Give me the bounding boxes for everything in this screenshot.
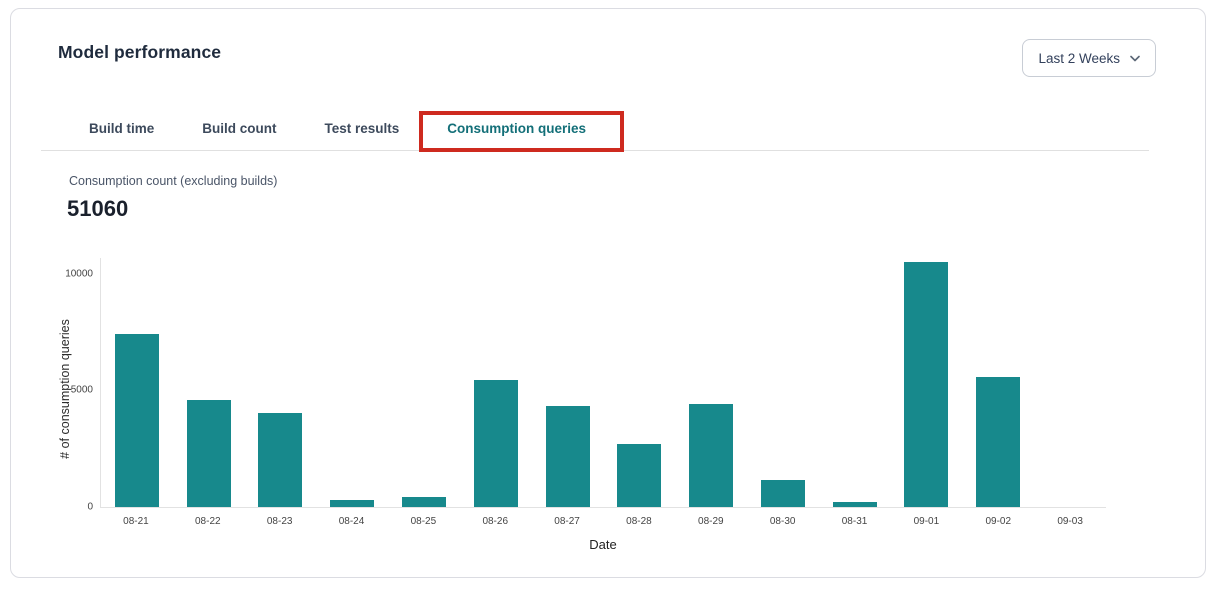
- metric-label: Consumption count (excluding builds): [69, 174, 278, 188]
- tab-build-time[interactable]: Build time: [89, 119, 154, 138]
- bar-slot-09-03: [1034, 258, 1106, 507]
- bar-slot-09-01: [891, 258, 963, 507]
- x-tick-08-30: 08-30: [769, 516, 796, 527]
- y-tick-10000: 10000: [65, 268, 93, 280]
- bar-slot-08-30: [747, 258, 819, 507]
- page-title: Model performance: [58, 42, 222, 62]
- bar-09-01[interactable]: [904, 262, 949, 507]
- bar-slot-08-31: [819, 258, 891, 507]
- x-tick-08-24: 08-24: [338, 516, 365, 527]
- bar-08-22[interactable]: [186, 399, 231, 507]
- bar-slot-08-27: [532, 258, 604, 507]
- bar-08-25[interactable]: [402, 497, 447, 507]
- bar-slot-08-29: [675, 258, 747, 507]
- tab-label: Test results: [324, 121, 400, 136]
- x-tick-08-22: 08-22: [195, 516, 221, 527]
- tab-bar: Build time Build count Test results Consump…: [89, 111, 625, 152]
- bar-slot-08-21: [101, 258, 173, 507]
- time-range-dropdown[interactable]: Last 2 Weeks: [1022, 39, 1156, 77]
- y-tick-5000: 5000: [70, 384, 93, 396]
- bar-slot-08-23: [245, 258, 317, 507]
- x-tick-08-29: 08-29: [698, 516, 724, 527]
- x-tick-08-21: 08-21: [123, 516, 149, 527]
- time-range-value: Last 2 Weeks: [1038, 50, 1120, 66]
- tab-underline: [41, 150, 1149, 151]
- bar-slot-08-22: [173, 258, 245, 507]
- x-tick-09-02: 09-02: [985, 516, 1012, 527]
- tab-label: Build time: [89, 121, 155, 136]
- x-tick-08-26: 08-26: [482, 516, 509, 527]
- bar-08-29[interactable]: [689, 403, 734, 507]
- x-tick-09-03: 09-03: [1057, 516, 1083, 527]
- bar-slot-08-25: [388, 258, 460, 507]
- metric-value: 51060: [67, 196, 129, 221]
- bar-08-23[interactable]: [258, 412, 303, 507]
- bar-08-21[interactable]: [114, 334, 159, 507]
- x-tick-09-01: 09-01: [913, 516, 940, 527]
- y-tick-0: 0: [87, 501, 93, 513]
- x-tick-08-28: 08-28: [626, 516, 652, 527]
- model-performance-card: Model performance Last 2 Weeks Build tim…: [10, 8, 1206, 578]
- bar-08-31[interactable]: [832, 502, 877, 507]
- chevron-down-icon: [1130, 55, 1140, 62]
- bar-08-30[interactable]: [760, 480, 805, 507]
- bar-08-27[interactable]: [545, 405, 590, 507]
- bar-09-02[interactable]: [976, 377, 1021, 507]
- tab-test-results[interactable]: Test results: [325, 119, 400, 138]
- tab-build-count[interactable]: Build count: [202, 119, 276, 138]
- bar-slot-09-02: [962, 258, 1034, 507]
- bar-08-26[interactable]: [473, 379, 518, 507]
- tab-consumption-queries[interactable]: Consumption queries: [419, 111, 625, 152]
- x-tick-08-31: 08-31: [841, 516, 868, 527]
- bars-row: [101, 258, 1106, 507]
- x-axis-labels: 08-21 08-22 08-23 08-24 08-25 08-26 08-27 08-28…: [100, 516, 1106, 528]
- x-tick-08-25: 08-25: [410, 516, 437, 527]
- x-tick-08-23: 08-23: [266, 516, 293, 527]
- x-axis-title: Date: [589, 537, 617, 552]
- bar-08-28[interactable]: [617, 444, 662, 507]
- tab-label: Build count: [202, 121, 277, 136]
- bar-slot-08-24: [316, 258, 388, 507]
- bar-slot-08-28: [603, 258, 675, 507]
- tab-label: Consumption queries: [447, 121, 587, 136]
- x-tick-08-27: 08-27: [554, 516, 580, 527]
- bar-08-24[interactable]: [330, 500, 375, 507]
- plot-area: 0 5000 10000: [65, 258, 1106, 513]
- bar-slot-08-26: [460, 258, 532, 507]
